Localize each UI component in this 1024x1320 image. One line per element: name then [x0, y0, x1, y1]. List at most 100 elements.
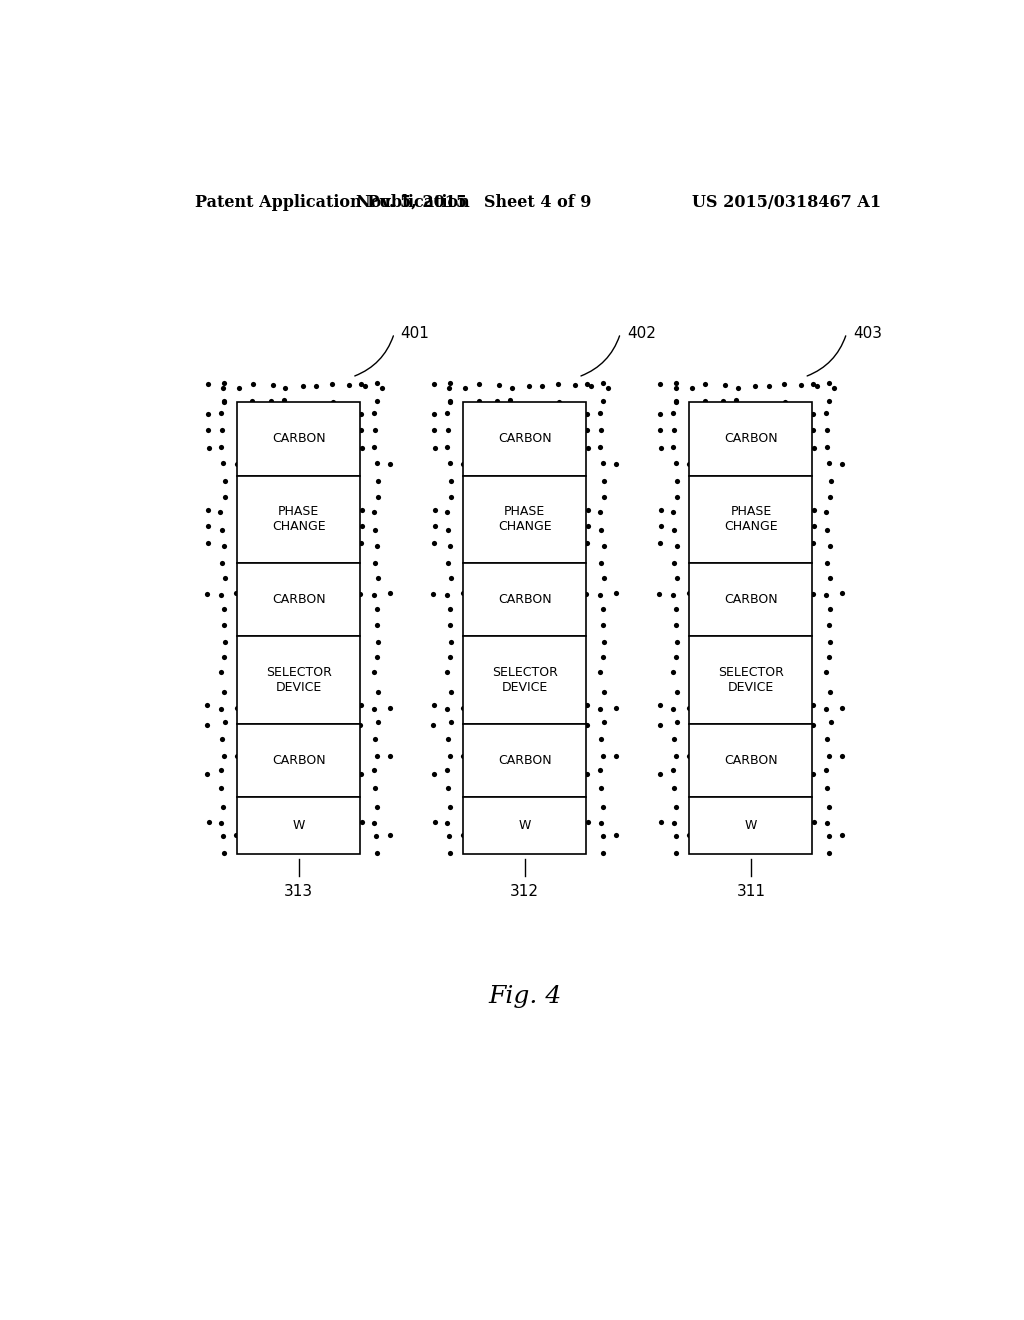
- Point: [354, 438, 371, 459]
- Point: [441, 796, 458, 817]
- Point: [213, 729, 229, 750]
- Point: [818, 698, 835, 719]
- Point: [215, 746, 231, 767]
- Point: [806, 438, 822, 459]
- Text: PHASE
CHANGE: PHASE CHANGE: [498, 506, 552, 533]
- Point: [579, 418, 595, 440]
- Text: W: W: [293, 818, 305, 832]
- Point: [818, 759, 835, 780]
- Point: [470, 374, 486, 395]
- Point: [834, 697, 850, 718]
- Point: [367, 812, 383, 833]
- Point: [592, 585, 608, 606]
- Point: [596, 486, 612, 507]
- Bar: [689, 403, 812, 475]
- Point: [367, 520, 383, 541]
- Text: W: W: [518, 818, 531, 832]
- Point: [821, 536, 838, 557]
- Point: [593, 812, 609, 833]
- Point: [439, 777, 456, 799]
- Point: [356, 375, 373, 396]
- Point: [668, 796, 684, 817]
- Point: [369, 842, 385, 863]
- Text: Patent Application Publication: Patent Application Publication: [196, 194, 470, 211]
- Bar: [463, 636, 587, 723]
- Point: [805, 418, 821, 440]
- Point: [215, 453, 231, 474]
- Point: [579, 714, 595, 735]
- Text: 312: 312: [510, 884, 540, 899]
- Point: [822, 568, 839, 589]
- Point: [213, 661, 229, 682]
- Point: [806, 500, 822, 521]
- Bar: [238, 723, 360, 797]
- Text: CARBON: CARBON: [498, 433, 552, 445]
- Point: [521, 376, 538, 397]
- Text: SELECTOR
DEVICE: SELECTOR DEVICE: [718, 665, 784, 694]
- Point: [818, 585, 835, 606]
- Point: [777, 392, 794, 413]
- Bar: [689, 723, 812, 797]
- Point: [439, 661, 456, 682]
- Point: [325, 392, 341, 413]
- Point: [263, 391, 280, 412]
- Point: [666, 729, 682, 750]
- Point: [201, 438, 217, 459]
- Point: [442, 631, 459, 652]
- Point: [369, 826, 385, 847]
- Point: [441, 647, 458, 668]
- Point: [834, 825, 850, 846]
- Point: [374, 378, 390, 399]
- Text: Fig. 4: Fig. 4: [488, 986, 561, 1008]
- Point: [443, 470, 460, 491]
- Point: [579, 532, 595, 553]
- Point: [426, 532, 442, 553]
- Point: [426, 374, 442, 395]
- Point: [199, 714, 215, 735]
- Point: [370, 568, 386, 589]
- Point: [215, 826, 231, 847]
- Point: [826, 378, 843, 399]
- Point: [200, 418, 216, 440]
- Point: [607, 582, 624, 603]
- Point: [369, 453, 385, 474]
- Point: [665, 502, 681, 523]
- Point: [370, 681, 386, 702]
- Point: [443, 711, 460, 733]
- Point: [213, 698, 229, 719]
- Point: [216, 647, 232, 668]
- Point: [369, 372, 385, 393]
- Point: [592, 437, 608, 458]
- Point: [651, 404, 668, 425]
- Text: CARBON: CARBON: [724, 593, 778, 606]
- Point: [805, 694, 821, 715]
- Text: 313: 313: [284, 884, 313, 899]
- Point: [470, 389, 486, 411]
- Point: [369, 615, 385, 636]
- Point: [595, 599, 611, 620]
- Point: [439, 698, 456, 719]
- Point: [201, 812, 217, 833]
- Point: [579, 763, 595, 784]
- Point: [427, 438, 443, 459]
- Point: [381, 825, 397, 846]
- Point: [214, 552, 230, 573]
- Point: [215, 378, 231, 399]
- Point: [352, 404, 369, 425]
- Text: W: W: [744, 818, 757, 832]
- Point: [595, 746, 611, 767]
- Point: [367, 729, 383, 750]
- Point: [665, 759, 681, 780]
- Point: [595, 536, 611, 557]
- Point: [793, 375, 809, 396]
- Point: [681, 582, 697, 603]
- Point: [324, 374, 340, 395]
- Point: [439, 729, 456, 750]
- Point: [490, 374, 507, 395]
- Point: [822, 631, 839, 652]
- Point: [595, 796, 611, 817]
- Point: [352, 418, 369, 440]
- Point: [596, 470, 612, 491]
- Point: [353, 500, 370, 521]
- Point: [441, 746, 458, 767]
